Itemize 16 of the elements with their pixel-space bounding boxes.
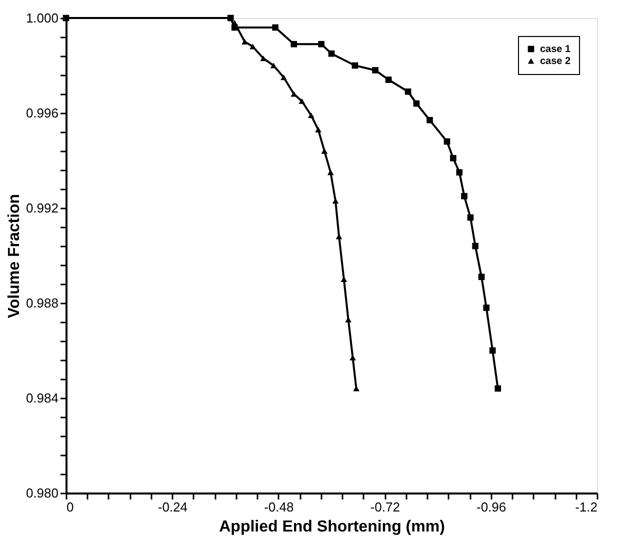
y-tick-label: 0.984 bbox=[26, 390, 58, 406]
legend-label: case 1 bbox=[540, 44, 572, 55]
x-axis-title: Applied End Shortening (mm) bbox=[219, 518, 445, 536]
y-tick-label: 0.992 bbox=[26, 200, 58, 216]
x-tick-label: -0.96 bbox=[476, 500, 506, 514]
x-tick-label: 0 bbox=[66, 500, 74, 514]
y-axis-title: Volume Fraction bbox=[6, 194, 23, 318]
x-tick-label: -1.2 bbox=[575, 500, 598, 514]
x-tick-label: -0.48 bbox=[264, 500, 294, 514]
y-tick-label: 1.000 bbox=[26, 10, 58, 26]
y-tick-label: 0.996 bbox=[26, 106, 58, 120]
legend-label: case 2 bbox=[540, 56, 572, 67]
y-tick-label: 0.980 bbox=[26, 486, 58, 500]
y-tick-label: 0.988 bbox=[26, 296, 58, 310]
x-tick-label: -0.72 bbox=[370, 500, 400, 514]
x-tick-label: -0.24 bbox=[158, 500, 188, 514]
